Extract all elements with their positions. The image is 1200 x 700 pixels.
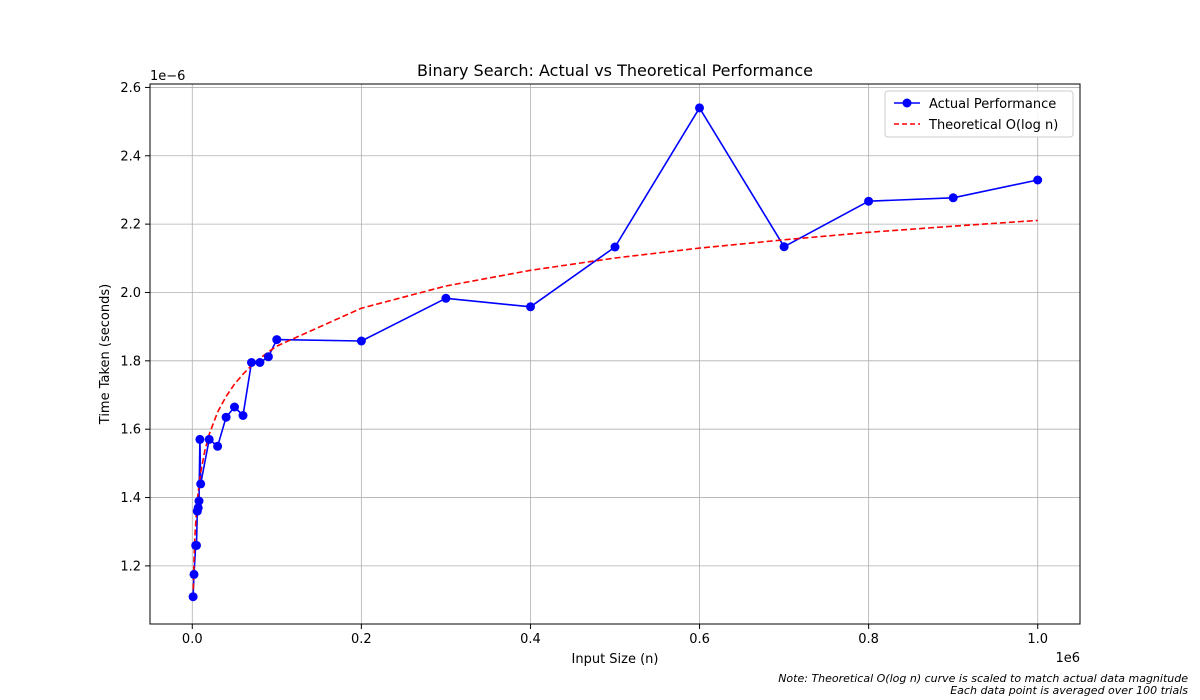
grid xyxy=(150,84,1080,624)
data-point-actual xyxy=(189,569,199,579)
legend-marker-actual xyxy=(902,98,912,108)
data-point-actual xyxy=(213,441,223,451)
data-point-actual xyxy=(272,335,282,345)
data-point-actual xyxy=(221,412,231,422)
data-point-actual xyxy=(193,503,203,513)
chart-title: Binary Search: Actual vs Theoretical Per… xyxy=(417,61,813,80)
data-point-actual xyxy=(779,242,789,252)
data-point-actual xyxy=(948,193,958,203)
x-tick-label: 0.4 xyxy=(520,632,541,647)
legend: Actual Performance Theoretical O(log n) xyxy=(884,90,1074,138)
y-tick-label: 2.2 xyxy=(120,218,141,233)
y-tick-label: 1.8 xyxy=(120,354,141,369)
axis-ticks: 0.0 0.2 0.4 0.6 0.8 1.0 1.2 1.4 1.6 1.8 2.0 2.2 2.4 2… xyxy=(120,81,1048,647)
data-point-actual xyxy=(204,434,214,444)
legend-label-actual: Actual Performance xyxy=(929,97,1056,112)
plot-series xyxy=(188,103,1043,602)
data-point-actual xyxy=(356,336,366,346)
data-point-actual xyxy=(526,302,535,312)
x-tick-label: 0.0 xyxy=(182,632,203,647)
y-tick-label: 1.4 xyxy=(120,491,141,506)
y-tick-label: 1.6 xyxy=(120,423,141,438)
y-axis-scale-label: 1e−6 xyxy=(150,69,185,84)
data-point-actual xyxy=(864,196,874,206)
data-point-actual xyxy=(230,402,239,412)
legend-label-theoretical: Theoretical O(log n) xyxy=(928,118,1058,133)
plot-frame xyxy=(149,83,1081,625)
data-point-actual xyxy=(195,434,205,444)
y-axis-label: Time Taken (seconds) xyxy=(98,284,113,425)
x-tick-label: 0.6 xyxy=(689,632,710,647)
y-tick-label: 2.6 xyxy=(120,81,141,96)
x-tick-label: 1.0 xyxy=(1027,632,1048,647)
x-axis-label: Input Size (n) xyxy=(572,652,659,667)
y-tick-label: 2.0 xyxy=(120,286,141,301)
x-axis-scale-label: 1e6 xyxy=(1055,651,1080,666)
footnote-scaling: Note: Theoretical O(log n) curve is scal… xyxy=(778,672,1188,685)
data-point-actual xyxy=(1033,175,1043,185)
data-point-actual xyxy=(196,479,206,489)
data-point-actual xyxy=(255,358,265,367)
y-tick-label: 1.2 xyxy=(120,559,141,574)
legend-box xyxy=(884,90,1074,138)
data-point-actual xyxy=(192,540,201,550)
data-point-actual xyxy=(194,496,204,506)
data-point-actual xyxy=(695,103,704,113)
data-point-actual xyxy=(441,293,451,303)
x-tick-label: 0.2 xyxy=(351,632,372,647)
data-point-actual xyxy=(188,592,198,602)
data-point-actual xyxy=(238,411,248,420)
footnote-trials: Each data point is averaged over 100 tri… xyxy=(950,684,1188,697)
data-point-actual xyxy=(263,352,273,362)
y-tick-label: 2.4 xyxy=(120,149,141,164)
x-tick-label: 0.8 xyxy=(858,632,879,647)
data-point-actual xyxy=(610,242,620,252)
data-point-actual xyxy=(247,358,256,367)
